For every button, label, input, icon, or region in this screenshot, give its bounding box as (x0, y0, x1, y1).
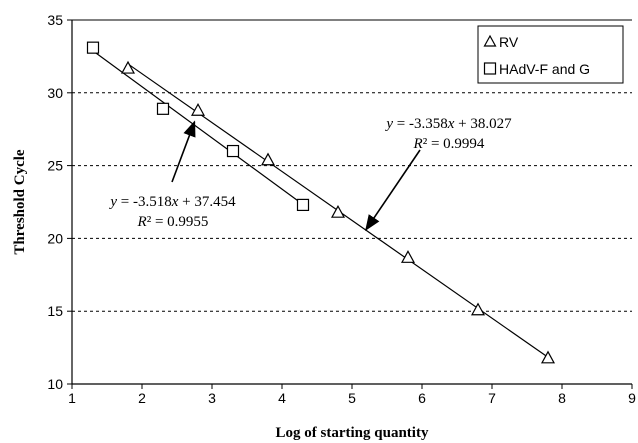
equation-label-2: y = -3.518x + 37.454 (108, 194, 236, 210)
axes (67, 19, 633, 389)
y-tick-label: 10 (47, 376, 63, 392)
annotation-arrow-2 (171, 120, 196, 183)
legend-entry-hadv: HAdV-F and G (499, 61, 590, 77)
legend-triangle-icon (483, 34, 497, 47)
rv-point (540, 350, 556, 364)
hadv-point (86, 41, 100, 54)
rv-point (400, 250, 416, 263)
x-tick-label: 7 (488, 390, 496, 406)
rv-point (190, 103, 206, 116)
annotations: y = -3.358x + 38.027 R² = 0.9994 y = -3.51… (108, 116, 512, 231)
r-squared-label-1: R² = 0.9994 (413, 136, 485, 152)
gridlines (72, 19, 632, 312)
y-tick-label: 25 (47, 158, 63, 174)
y-tick-label: 20 (47, 230, 63, 246)
x-tick-label: 2 (138, 390, 146, 406)
rv-point (260, 152, 276, 166)
x-tick-label: 5 (348, 390, 356, 406)
x-tick-label: 8 (558, 390, 566, 406)
legend-box (477, 25, 624, 84)
x-tick-label: 1 (68, 390, 76, 406)
rv-point (120, 60, 136, 74)
hadv-point (156, 102, 170, 115)
hadv-point (226, 144, 240, 158)
legend-entry-rv: RV (499, 34, 519, 50)
r-squared-label-2: R² = 0.9955 (137, 214, 209, 230)
y-tick-label: 30 (47, 85, 63, 101)
x-tick-label: 3 (208, 390, 216, 406)
y-tick-label: 15 (47, 303, 63, 319)
legend: RV HAdV-F and G (477, 25, 624, 84)
hadv-point (296, 198, 310, 212)
tick-labels: 1 2 3 4 5 6 7 8 9 10 15 20 25 30 35 (47, 12, 636, 406)
x-tick-label: 6 (418, 390, 426, 406)
trendline-hadv (92, 50, 304, 206)
rv-point (470, 302, 486, 316)
x-axis-label: Log of starting quantity (276, 425, 429, 441)
data-markers (86, 41, 556, 364)
legend-square-icon (483, 62, 497, 75)
equation-label-1: y = -3.358x + 38.027 (384, 116, 512, 132)
x-tick-label: 9 (628, 390, 636, 406)
y-tick-label: 35 (47, 12, 63, 28)
annotation-arrow-1 (365, 149, 421, 231)
y-axis-label: Threshold Cycle (12, 149, 28, 254)
rv-point (330, 204, 346, 218)
x-tick-label: 4 (278, 390, 286, 406)
